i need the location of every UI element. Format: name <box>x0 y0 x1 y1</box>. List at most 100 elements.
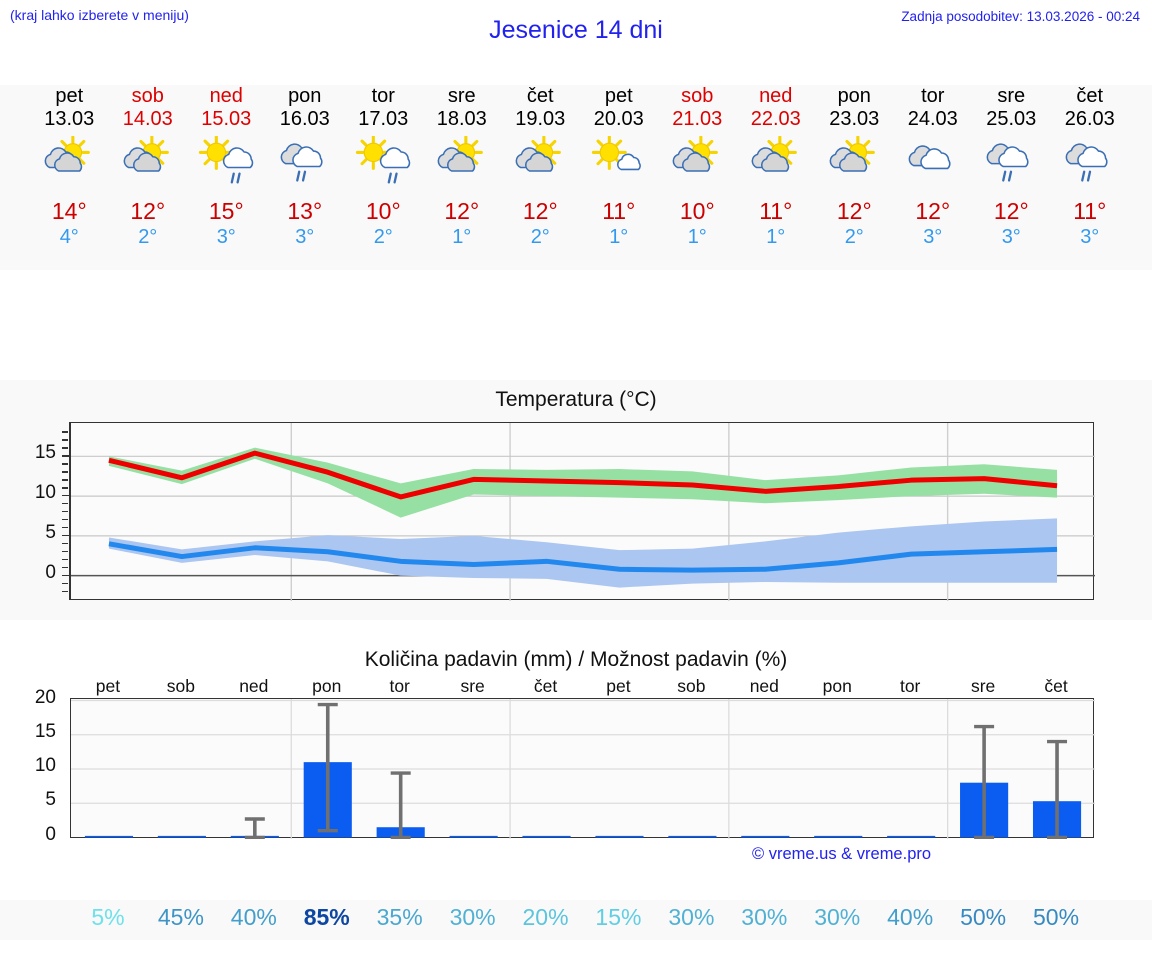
axis-tick <box>62 487 68 489</box>
precipitation-probability: 30% <box>449 904 496 930</box>
precipitation-error-bar <box>974 724 995 839</box>
axis-tick <box>62 582 68 584</box>
day-name: sob <box>681 85 714 107</box>
day-name: pet <box>55 85 84 107</box>
axis-tick <box>62 471 68 473</box>
axis-tick <box>62 503 68 505</box>
max-temperature: 15° <box>208 198 244 224</box>
temperature-chart-section: Temperatura (°C) 0 5 10 15 © vreme.us & vre… <box>0 380 1152 863</box>
axis-tick <box>62 439 68 441</box>
sun-behind-cloud-icon <box>825 133 883 195</box>
min-temperature: 1° <box>609 226 629 248</box>
day-date: 15.03 <box>201 108 252 130</box>
precipitation-day-label: sob <box>677 676 706 696</box>
temperature-series-svg <box>71 423 1095 601</box>
axis-tick <box>62 574 71 577</box>
precipitation-bar <box>814 835 863 838</box>
precipitation-y-tick: 20 <box>34 686 56 708</box>
day-column[interactable]: sre 18.03 12° 1° <box>423 85 502 270</box>
precipitation-bar <box>668 835 717 838</box>
axis-tick <box>62 455 71 457</box>
axis-tick <box>62 463 68 465</box>
day-name: pet <box>604 85 633 107</box>
axis-tick <box>62 511 68 513</box>
day-date: 19.03 <box>515 108 566 130</box>
day-column[interactable]: pon 23.03 12° 2° <box>815 85 894 270</box>
last-updated: Zadnja posodobitev: 13.03.2026 - 00:24 <box>901 9 1140 24</box>
day-date: 24.03 <box>907 108 958 130</box>
day-column[interactable]: sob 14.03 12° 2° <box>109 85 188 270</box>
temperature-y-tick: 15 <box>34 442 56 464</box>
precipitation-bar <box>595 835 644 838</box>
precipitation-probability: 50% <box>1033 904 1080 930</box>
day-column[interactable]: pet 13.03 14° 4° <box>30 85 109 270</box>
precipitation-day-label: tor <box>899 676 921 696</box>
day-column[interactable]: pon 16.03 13° 3° <box>266 85 345 270</box>
temperature-y-tick: 0 <box>45 561 56 583</box>
precipitation-bar <box>887 835 936 838</box>
max-temperature: 12° <box>130 198 166 224</box>
precipitation-bar <box>741 835 790 838</box>
precipitation-error-bar <box>317 702 338 833</box>
precipitation-probability: 20% <box>522 904 569 930</box>
cloud-icon <box>904 133 962 195</box>
day-column[interactable]: tor 17.03 10° 2° <box>344 85 423 270</box>
axis-tick <box>62 542 68 545</box>
max-temperature: 10° <box>679 198 715 224</box>
day-column[interactable]: sob 21.03 10° 1° <box>658 85 737 270</box>
day-column[interactable]: ned 22.03 11° 1° <box>737 85 816 270</box>
max-temperature: 12° <box>993 198 1029 224</box>
precipitation-probability: 30% <box>814 904 861 930</box>
axis-tick <box>62 526 68 529</box>
axis-tick <box>62 495 71 497</box>
day-name: ned <box>759 85 793 107</box>
day-column[interactable]: ned 15.03 15° 3° <box>187 85 266 270</box>
min-temperature: 2° <box>530 226 550 248</box>
precipitation-bar <box>157 835 206 838</box>
precipitation-series-svg <box>71 699 1095 839</box>
min-temperature: 4° <box>59 226 79 248</box>
max-temperature: 11° <box>1073 198 1107 224</box>
temperature-chart-title: Temperatura (°C) <box>495 388 657 411</box>
axis-tick <box>62 550 68 553</box>
day-column[interactable]: sre 25.03 12° 3° <box>972 85 1051 270</box>
precipitation-y-tick: 0 <box>45 823 56 845</box>
day-name: tor <box>921 85 945 107</box>
axis-tick <box>62 479 68 481</box>
day-date: 17.03 <box>358 108 409 130</box>
day-date: 21.03 <box>672 108 723 130</box>
precipitation-probability: 30% <box>668 904 715 930</box>
day-name: pon <box>837 85 871 107</box>
day-column[interactable]: čet 26.03 11° 3° <box>1051 85 1130 270</box>
min-temperature: 1° <box>687 226 707 248</box>
sun-small-cloud-icon <box>590 133 648 195</box>
temperature-y-tick: 5 <box>45 521 56 543</box>
min-temperature: 1° <box>766 226 786 248</box>
max-temperature: 13° <box>287 198 323 224</box>
axis-tick <box>62 534 71 537</box>
day-column[interactable]: tor 24.03 12° 3° <box>894 85 973 270</box>
day-date: 25.03 <box>986 108 1037 130</box>
precipitation-probability: 5% <box>91 904 125 930</box>
precipitation-probability: 40% <box>887 904 934 930</box>
max-temperature: 11° <box>759 198 793 224</box>
precipitation-bar <box>449 835 498 838</box>
sun-behind-cloud-icon <box>668 133 726 195</box>
day-date: 14.03 <box>122 108 173 130</box>
day-date: 18.03 <box>436 108 487 130</box>
axis-tick <box>62 518 68 521</box>
day-column[interactable]: pet 20.03 11° 1° <box>580 85 659 270</box>
precipitation-plot-area <box>70 698 1095 839</box>
day-name: sob <box>131 85 164 107</box>
precipitation-day-label: čet <box>533 676 558 696</box>
sun-behind-cloud-icon <box>747 133 805 195</box>
min-temperature: 2° <box>138 226 158 248</box>
day-name: sre <box>447 85 476 107</box>
day-name: čet <box>1076 85 1104 107</box>
precipitation-y-tick: 5 <box>45 789 56 811</box>
precipitation-y-tick: 10 <box>34 755 56 776</box>
axis-tick <box>62 566 68 569</box>
day-column[interactable]: čet 19.03 12° 2° <box>501 85 580 270</box>
min-temperature: 3° <box>923 226 943 248</box>
precipitation-probability: 35% <box>376 904 423 930</box>
